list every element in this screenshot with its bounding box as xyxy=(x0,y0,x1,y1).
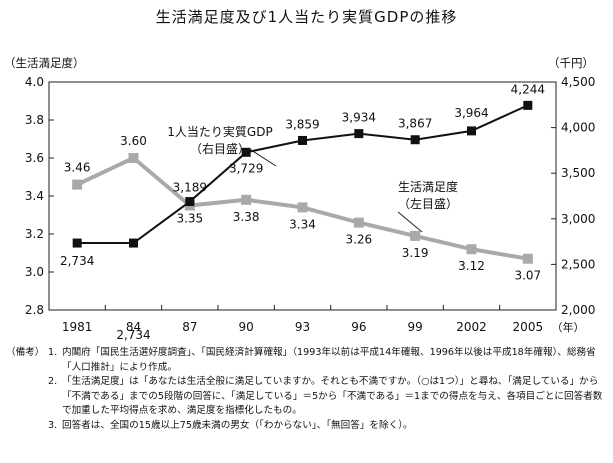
note-number: 2. xyxy=(48,376,58,387)
gdp-data-label: 3,859 xyxy=(285,117,319,131)
gdp-data-label: 2,734 xyxy=(116,328,150,342)
x-tick-label: 2002 xyxy=(456,320,487,334)
satisfaction-series-label: 生活満足度 xyxy=(398,179,458,194)
satisfaction-data-label: 3.46 xyxy=(64,161,91,175)
satisfaction-data-label: 3.26 xyxy=(345,233,372,247)
gdp-data-label: 3,964 xyxy=(454,106,488,120)
x-tick-label: 93 xyxy=(295,320,310,334)
gdp-series-label: （右目盛） xyxy=(190,141,250,156)
left-tick-label: 3.2 xyxy=(25,227,44,241)
gdp-point xyxy=(241,147,251,157)
satisfaction-leader-line xyxy=(397,211,423,233)
satisfaction-point xyxy=(241,194,252,205)
gdp-data-label: 2,734 xyxy=(60,254,94,268)
chart-title: 生活満足度及び1人当たり実質GDPの推移 xyxy=(155,8,458,26)
satisfaction-data-label: 3.07 xyxy=(514,269,541,283)
notes-head: （備考） xyxy=(6,347,45,358)
x-tick-label: 96 xyxy=(351,320,366,334)
right-tick-label: 3,500 xyxy=(561,166,595,180)
note-number: 1. xyxy=(48,347,58,358)
x-tick-label: 99 xyxy=(408,320,423,334)
gdp-leader-line xyxy=(247,147,277,167)
left-tick-label: 2.8 xyxy=(25,303,44,317)
satisfaction-data-label: 3.12 xyxy=(458,259,485,273)
satisfaction-point xyxy=(466,244,477,255)
satisfaction-point xyxy=(410,230,421,241)
satisfaction-data-label: 3.34 xyxy=(289,217,316,231)
gdp-point xyxy=(298,135,307,145)
right-axis-label: （千円） xyxy=(548,56,594,70)
x-tick-label: 84 xyxy=(126,320,141,334)
satisfaction-point xyxy=(297,202,308,213)
satisfaction-data-label: 3.35 xyxy=(176,212,203,226)
right-tick-label: 4,000 xyxy=(561,121,595,135)
gdp-point xyxy=(354,129,364,139)
note-text: 「生活満足度」は「あなたは生活全般に満足していますか。それとも不満ですか。（○は… xyxy=(62,376,603,416)
left-tick-label: 3.0 xyxy=(25,265,44,279)
gdp-point xyxy=(523,100,533,110)
satisfaction-point xyxy=(522,253,533,264)
gdp-point xyxy=(410,135,420,145)
notes: （備考） 1. 内閣府「国民生活選好度調査」、「国民経済計算確報」（1993年以… xyxy=(6,346,608,433)
note-number: 3. xyxy=(48,419,58,431)
note-text: 回答者は、全国の15歳以上75歳未満の男女（「わからない」、「無回答」を除く）。 xyxy=(62,419,413,431)
gdp-data-label: 3,934 xyxy=(342,111,376,125)
note-row: （備考） 1. 内閣府「国民生活選好度調査」、「国民経済計算確報」（1993年以… xyxy=(6,346,608,375)
line-chart: 2.8 3.0 3.2 3.4 3.6 3.8 4.0 2,000 2,500 3,000 3,50… xyxy=(25,75,595,342)
right-tick-label: 2,000 xyxy=(561,303,595,317)
gdp-data-label: 3,189 xyxy=(173,181,207,195)
x-tick-label: 90 xyxy=(239,320,254,334)
satisfaction-data-label: 3.60 xyxy=(120,134,147,148)
gdp-point xyxy=(467,126,476,136)
x-tick-label: 2005 xyxy=(513,320,544,334)
satisfaction-data-label: 3.38 xyxy=(233,210,260,224)
satisfaction-data-label: 3.19 xyxy=(402,246,429,260)
right-tick-label: 4,500 xyxy=(561,75,595,89)
gdp-data-label: 3,867 xyxy=(398,117,432,131)
left-axis-label: （生活満足度） xyxy=(4,56,85,70)
x-tick-label: 1981 xyxy=(62,320,93,334)
note-row: 2. 「生活満足度」は「あなたは生活全般に満足していますか。それとも不満ですか。… xyxy=(6,375,608,419)
right-tick-label: 2,500 xyxy=(561,257,595,271)
satisfaction-point xyxy=(353,217,364,228)
satisfaction-series-label: （左目盛） xyxy=(398,196,458,211)
note-row: 3. 回答者は、全国の15歳以上75歳未満の男女（「わからない」、「無回答」を除… xyxy=(6,419,608,434)
left-tick-label: 4.0 xyxy=(25,75,44,89)
satisfaction-point xyxy=(128,153,139,163)
gdp-data-label: 3,729 xyxy=(229,161,263,175)
x-tick-label: 87 xyxy=(182,320,197,334)
note-text: 内閣府「国民生活選好度調査」、「国民経済計算確報」（1993年以前は平成14年確… xyxy=(62,347,596,373)
satisfaction-point xyxy=(72,179,83,190)
left-tick-label: 3.4 xyxy=(25,189,44,203)
gdp-series-label: 1人当たり実質GDP xyxy=(167,124,272,139)
left-tick-label: 3.8 xyxy=(25,113,44,127)
x-axis-unit: （年） xyxy=(552,320,585,334)
gdp-point xyxy=(129,238,138,248)
gdp-data-label: 4,244 xyxy=(511,82,545,96)
right-tick-label: 3,000 xyxy=(561,212,595,226)
gdp-point xyxy=(185,197,195,207)
gdp-point xyxy=(72,238,82,248)
left-tick-label: 3.6 xyxy=(25,151,44,165)
